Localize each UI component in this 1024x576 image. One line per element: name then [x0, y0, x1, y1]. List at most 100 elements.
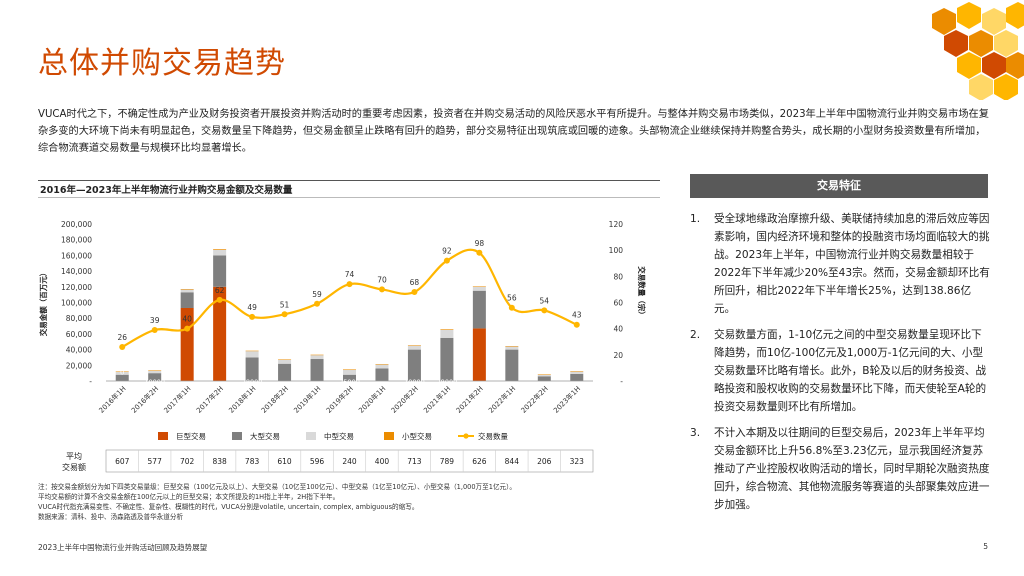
x-tick-label: 2018年2H [259, 384, 290, 415]
deal-count-label: 26 [117, 333, 127, 342]
y2-tick-label: 40 [613, 325, 623, 334]
deal-count-point [249, 313, 256, 320]
avg-value: 838 [212, 457, 227, 466]
legend-label: 小型交易 [402, 431, 432, 441]
x-tick-label: 2016年1H [97, 384, 128, 415]
bar-segment [115, 371, 129, 373]
bar-segment [278, 363, 292, 381]
deal-count-label: 70 [377, 275, 387, 284]
deal-count-point [216, 296, 223, 303]
avg-value: 577 [148, 457, 163, 466]
panel-item-text: 受全球地缘政治摩擦升级、美联储持续加息的滞后效应等因素影响，国内经济环境和整体的… [714, 213, 990, 315]
panel-item-text: 交易数量方面，1-10亿元之间的中型交易数量呈现环比下降趋势，而10亿-100亿… [714, 329, 987, 413]
bar-segment [310, 355, 324, 360]
avg-value: 596 [310, 457, 325, 466]
bar-segment [375, 368, 389, 381]
footnote-line: 注：按交易金额划分为如下四类交易量级：巨型交易（100亿元及以上）、大型交易（1… [38, 483, 517, 491]
avg-value: 323 [570, 457, 585, 466]
bar-segment [245, 350, 259, 352]
bar-segment [505, 346, 519, 347]
intro-paragraph: VUCA时代之下，不确定性成为产业及财务投资者开展投资并购活动时的重要考虑因素，… [38, 109, 989, 154]
bar-segment [343, 370, 356, 375]
legend-swatch [232, 432, 242, 440]
deal-count-label: 49 [247, 303, 257, 312]
x-tick-label: 2023年1H [551, 384, 582, 415]
panel-item: 3. 不计入本期及以往期间的巨型交易后，2023年上半年平均交易金额环比上升56.… [690, 424, 990, 514]
bar-segment [278, 359, 292, 360]
footer-report-title: 2023上半年中国物流行业并购活动回顾及趋势展望 [38, 543, 208, 552]
x-tick-label: 2019年2H [324, 384, 355, 415]
legend-swatch [306, 432, 316, 440]
avg-value: 206 [537, 457, 552, 466]
bar-segment [505, 349, 519, 381]
bar-segment [213, 249, 227, 250]
avg-row-label: 交易额 [62, 462, 86, 472]
bar-segment [375, 364, 389, 365]
bar-segment [115, 371, 129, 375]
deal-count-point [119, 343, 126, 350]
legend-label: 中型交易 [324, 431, 354, 441]
footnotes: 注：按交易金额划分为如下四类交易量级：巨型交易（100亿元及以上）、大型交易（1… [38, 482, 678, 522]
bar-segment [148, 373, 162, 381]
bar-segment [180, 288, 194, 290]
deal-count-label: 51 [280, 300, 290, 309]
x-tick-label: 2020年2H [389, 384, 420, 415]
avg-value: 610 [277, 457, 292, 466]
y2-tick-label: 80 [613, 272, 623, 281]
y-tick-label: 80,000 [66, 314, 92, 323]
panel-item: 2. 交易数量方面，1-10亿元之间的中型交易数量呈现环比下降趋势，而10亿-10… [690, 326, 990, 416]
deal-count-point [541, 307, 548, 314]
deal-count-point [443, 257, 450, 264]
deal-characteristics-list: 1. 受全球地缘政治摩擦升级、美联储持续加息的滞后效应等因素影响，国内经济环境和整… [690, 210, 990, 522]
deal-count-point [281, 311, 288, 318]
footnote-line: 平均交易额的计算不含交易金额在100亿元以上的巨型交易；本文所提及的1H指上半年… [38, 493, 340, 501]
deal-count-label: 68 [410, 278, 420, 287]
legend-label: 巨型交易 [176, 431, 206, 441]
deal-count-point [573, 321, 580, 328]
bar-segment [570, 373, 584, 381]
bar-segment [505, 346, 519, 350]
inner-data-label: 28000 [242, 378, 263, 386]
avg-value: 713 [407, 457, 422, 466]
bar-segment [343, 374, 356, 381]
panel-item-number: 1. [690, 213, 701, 225]
avg-value: 702 [180, 457, 195, 466]
bar-segment [440, 329, 454, 338]
x-tick-label: 2016年2H [129, 384, 160, 415]
bar-segment [180, 292, 194, 308]
bar-segment [472, 328, 486, 381]
deal-count-point [476, 249, 483, 256]
y-tick-label: 20,000 [66, 361, 92, 370]
bar-segment [440, 329, 454, 330]
bar-segment [115, 374, 129, 381]
deal-count-point [346, 281, 353, 288]
y2-tick-label: 60 [613, 299, 623, 308]
bar-segment [180, 289, 194, 293]
x-tick-label: 2022年1H [486, 384, 517, 415]
legend-swatch [384, 432, 394, 440]
y-tick-label: 40,000 [66, 346, 92, 355]
x-tick-label: 2017年2H [194, 384, 225, 415]
deal-count-label: 54 [540, 296, 550, 305]
bar-segment [375, 364, 389, 369]
y-tick-label: 160,000 [61, 251, 92, 260]
inner-data-label: 10000 [144, 378, 165, 386]
bar-segment [440, 337, 454, 381]
bar-segment [537, 376, 551, 381]
avg-value: 240 [342, 457, 357, 466]
legend-label: 大型交易 [250, 431, 280, 441]
chart-heading-bar: 2016年—2023年上半年物流行业并购交易金额及交易数量 [38, 180, 660, 198]
panel-heading: 交易特征 [690, 174, 988, 198]
deal-count-point [151, 326, 158, 333]
bar-segment [310, 354, 324, 356]
x-tick-label: 2021年2H [454, 384, 485, 415]
y2-tick-label: - [620, 377, 623, 386]
x-tick-label: 2022年2H [519, 384, 550, 415]
bar-segment [148, 370, 162, 371]
deal-count-label: 74 [345, 270, 355, 279]
deal-count-point [508, 304, 515, 311]
deal-count-label: 59 [312, 290, 322, 299]
y-axis-title: 交易金额（百万元） [38, 269, 48, 337]
y2-tick-label: 20 [613, 351, 623, 360]
bar-segment [245, 357, 259, 381]
